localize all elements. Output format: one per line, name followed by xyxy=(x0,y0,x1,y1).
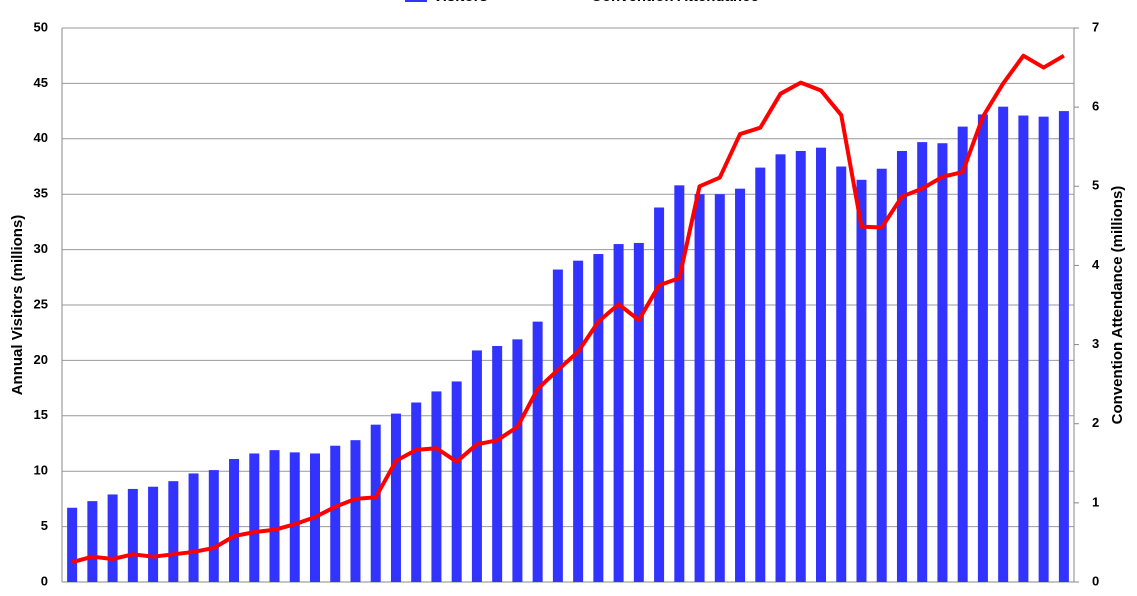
bar xyxy=(471,350,482,582)
bar xyxy=(714,194,725,582)
bar xyxy=(998,106,1009,582)
bar xyxy=(87,501,98,582)
y2-tick-label: 6 xyxy=(1092,99,1099,114)
bar xyxy=(937,143,948,582)
bar xyxy=(917,142,928,582)
bar xyxy=(168,481,179,582)
y-tick-label: 45 xyxy=(34,75,48,90)
bar xyxy=(229,459,240,582)
y-tick-label: 10 xyxy=(34,463,48,478)
bar xyxy=(593,254,604,583)
bar xyxy=(573,260,584,582)
y-tick-label: 25 xyxy=(34,296,48,311)
y2-tick-label: 2 xyxy=(1092,415,1099,430)
bar xyxy=(1038,116,1049,582)
bar xyxy=(694,194,705,582)
bar xyxy=(269,450,280,582)
bar xyxy=(755,167,766,582)
bar xyxy=(148,486,159,582)
bar xyxy=(249,453,260,582)
bar xyxy=(654,207,665,582)
bar xyxy=(532,321,543,582)
y2-tick-label: 0 xyxy=(1092,573,1099,588)
y2-tick-label: 5 xyxy=(1092,178,1099,193)
bar xyxy=(492,345,503,582)
bar xyxy=(431,391,442,582)
bar xyxy=(856,179,867,582)
bar xyxy=(795,150,806,582)
bar xyxy=(775,154,786,582)
bar xyxy=(1058,111,1069,582)
bar xyxy=(208,470,219,582)
bar xyxy=(188,473,199,582)
bar xyxy=(876,168,887,582)
bar xyxy=(127,488,138,582)
bar xyxy=(330,445,341,582)
legend-label: Convention Attendance xyxy=(591,0,759,5)
bar xyxy=(1018,115,1029,583)
bar xyxy=(674,185,685,582)
bar xyxy=(411,402,422,582)
y-tick-label: 40 xyxy=(34,130,48,145)
line xyxy=(71,53,1065,565)
bar xyxy=(613,244,624,582)
y2-tick-label: 1 xyxy=(1092,494,1099,509)
bar xyxy=(350,440,361,582)
bar xyxy=(957,126,968,582)
bar xyxy=(977,114,988,582)
bar xyxy=(390,413,401,582)
bar xyxy=(836,166,847,582)
bar xyxy=(370,424,381,582)
y2-axis-title: Convention Attendance (millions) xyxy=(1109,186,1126,425)
bar xyxy=(735,188,746,582)
y-tick-label: 50 xyxy=(34,19,48,34)
y-tick-label: 20 xyxy=(34,352,48,367)
bar xyxy=(633,242,644,582)
y-axis-title: Annual Visitors (millions) xyxy=(9,215,26,396)
y-tick-label: 15 xyxy=(34,407,48,422)
bar xyxy=(289,452,300,582)
y2-tick-label: 7 xyxy=(1092,19,1099,34)
y-tick-label: 5 xyxy=(41,518,48,533)
y2-tick-label: 3 xyxy=(1092,336,1099,351)
y-tick-label: 35 xyxy=(34,186,48,201)
y2-tick-label: 4 xyxy=(1092,257,1100,272)
bar xyxy=(451,381,462,582)
y-tick-label: 30 xyxy=(34,241,48,256)
legend-swatch xyxy=(405,0,427,2)
bar xyxy=(67,507,78,582)
bar xyxy=(107,494,118,582)
bar xyxy=(552,269,563,582)
bar xyxy=(816,147,826,582)
y-tick-label: 0 xyxy=(41,573,48,588)
bar xyxy=(896,150,907,582)
legend-label: Visitors xyxy=(433,0,488,5)
bar xyxy=(512,339,523,582)
